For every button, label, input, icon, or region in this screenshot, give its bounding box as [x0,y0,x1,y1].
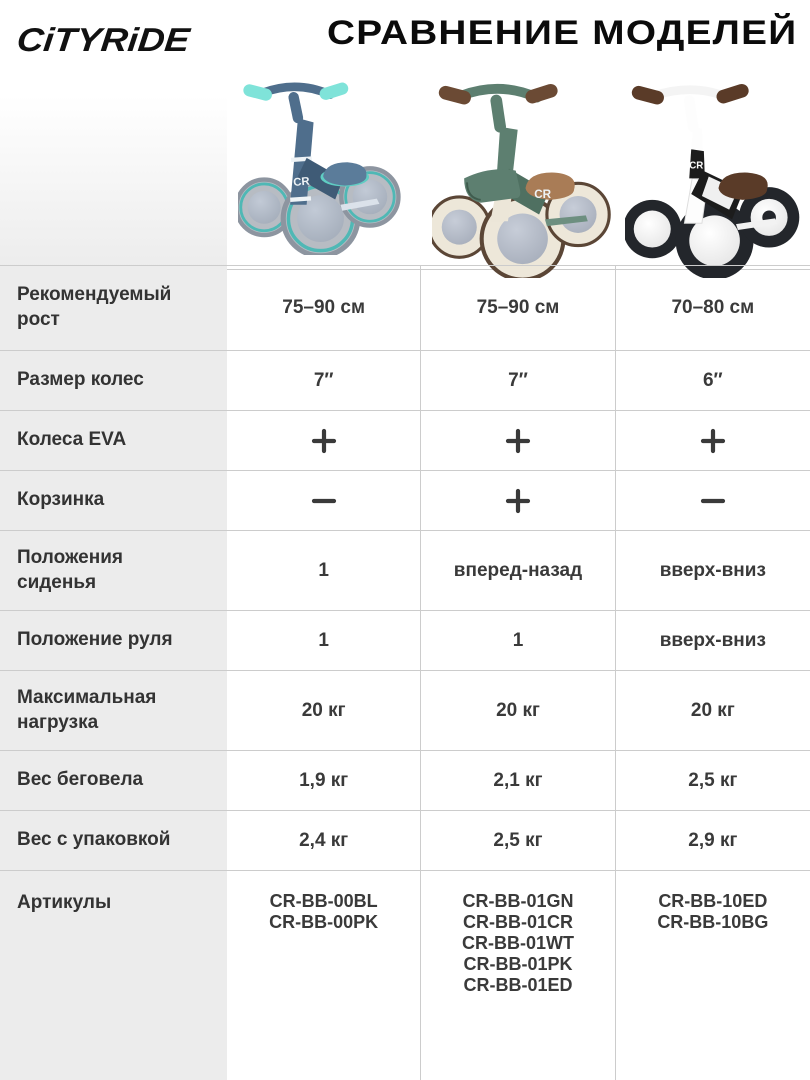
svg-text:CR: CR [293,176,310,189]
svg-text:CR: CR [689,161,703,172]
svg-text:CR: CR [534,188,551,201]
